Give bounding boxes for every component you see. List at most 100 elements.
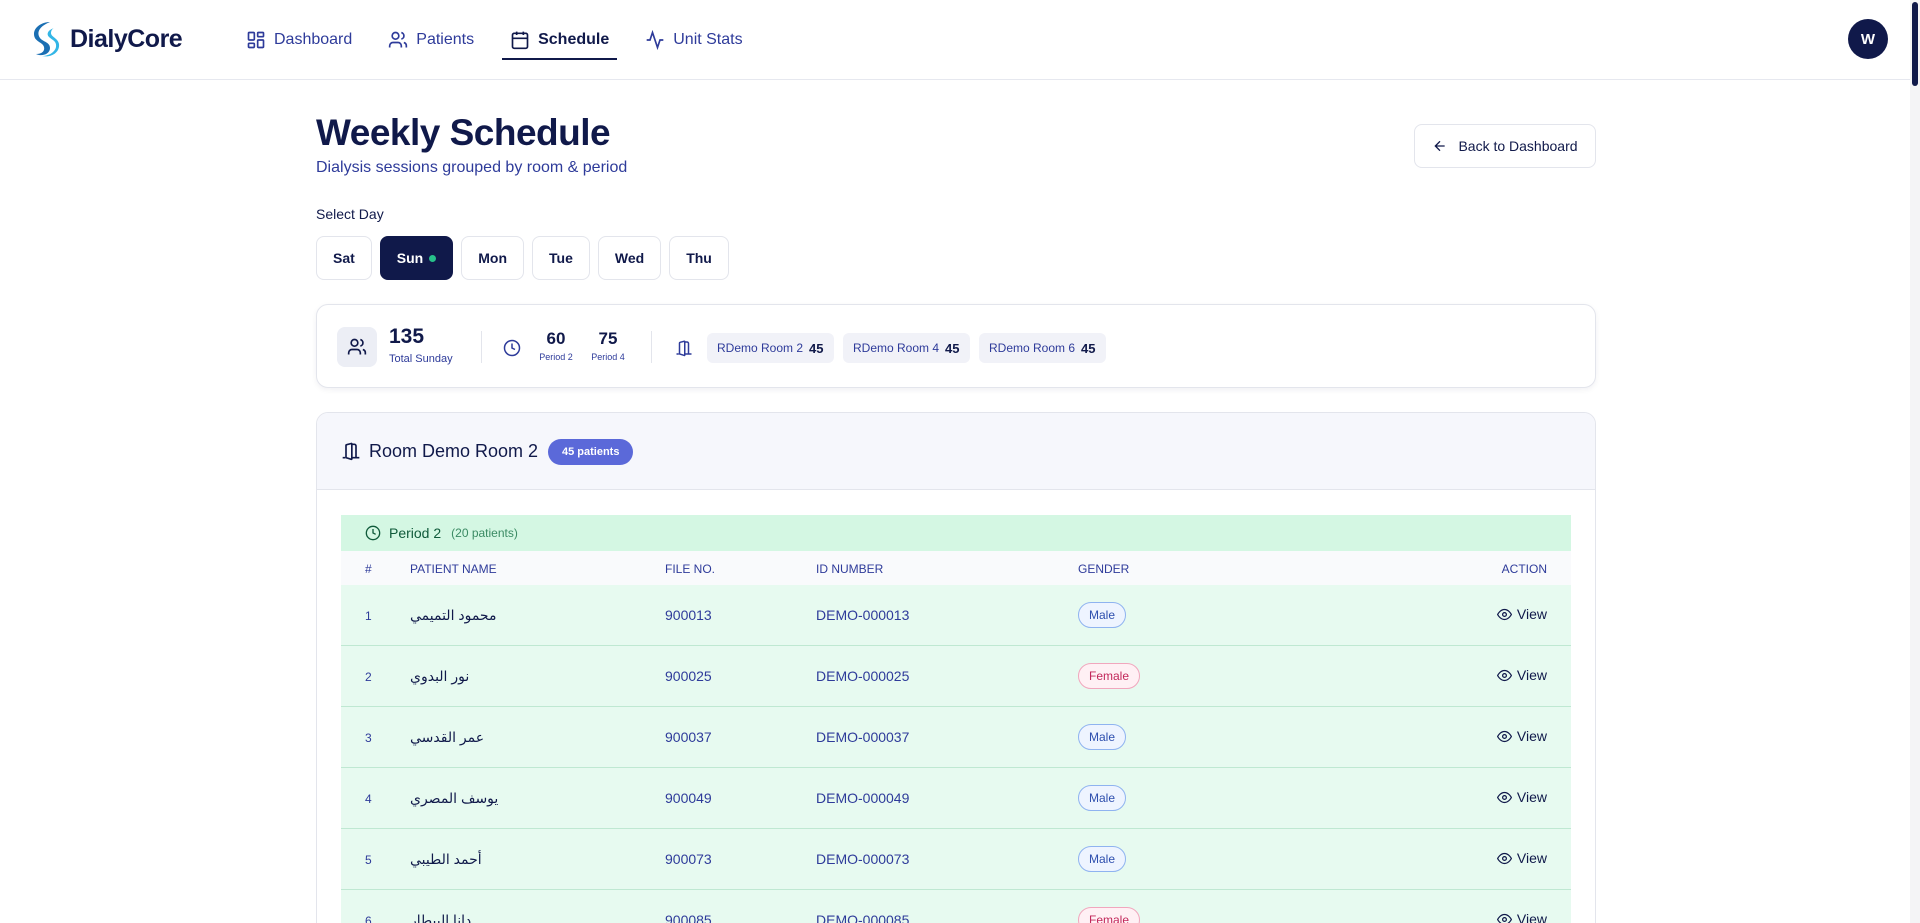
room-chip-label: RDemo Room 6 [989,341,1076,355]
view-patient-link[interactable]: View [1496,667,1547,683]
room-chip[interactable]: RDemo Room 4 45 [843,333,970,363]
id-number: DEMO-000049 [816,790,910,806]
view-label: View [1516,667,1547,683]
total-patients-count: 135 [389,325,425,348]
column-header-action: ACTION [1501,562,1547,576]
patient-name: محمود التميمي [410,607,497,623]
active-day-dot [429,254,437,262]
nav-unit-stats[interactable]: Unit Stats [637,0,750,80]
nav-dashboard-label: Dashboard [274,31,353,48]
eye-icon [1496,791,1512,803]
view-patient-link[interactable]: View [1496,850,1547,866]
dialycore-logo-icon [34,22,60,57]
view-patient-link[interactable]: View [1496,606,1547,622]
day-label-mon: Mon [478,250,508,266]
period-stat: 75 Period 4 [583,329,633,362]
nav-schedule[interactable]: Schedule [502,0,618,80]
scrollbar-thumb[interactable] [1912,2,1918,86]
activity-icon [646,30,664,50]
eye-icon [1496,852,1512,864]
column-header-id-number[interactable]: ID NUMBER [816,562,884,576]
day-button-mon[interactable]: Mon [461,236,525,280]
back-to-dashboard-button[interactable]: Back to Dashboard [1414,124,1596,168]
view-label: View [1516,728,1547,744]
table-row[interactable]: 1 محمود التميمي 900013 DEMO-000013 Male … [341,585,1571,646]
table-row[interactable]: 4 يوسف المصري 900049 DEMO-000049 Male Vi… [341,768,1571,829]
id-number: DEMO-000085 [816,912,910,923]
room-chip[interactable]: RDemo Room 2 45 [707,333,834,363]
clock-icon [503,339,521,357]
view-label: View [1516,606,1547,622]
room-patient-count-badge: 45 patients [548,439,634,465]
patient-name: يوسف المصري [410,790,499,806]
file-number: 900037 [665,729,712,745]
gender-badge: Male [1078,785,1127,811]
main-nav: Dashboard Patients Schedule Unit Stats [238,0,771,80]
day-button-thu[interactable]: Thu [669,236,729,280]
period-group-header: Period 2 (20 patients) [341,515,1571,551]
day-button-wed[interactable]: Wed [597,236,662,280]
page-title: Weekly Schedule [316,112,611,153]
patient-name: دانا البيطار [410,912,472,923]
room-card: Room Demo Room 2 45 patients Period 2 (2… [316,412,1596,923]
day-button-tue[interactable]: Tue [532,236,590,280]
room-chip-label: RDemo Room 2 [717,341,804,355]
column-header-file-no[interactable]: FILE NO. [665,562,716,576]
grid-icon [247,31,265,49]
total-patients-label: Total Sunday [389,353,453,365]
table-row[interactable]: 2 نور البدوي 900025 DEMO-000025 Female V… [341,646,1571,707]
room-chip-count: 45 [1081,340,1096,356]
id-number: DEMO-000073 [816,851,910,867]
users-icon [389,31,408,48]
total-users-icon-box [337,327,377,367]
view-patient-link[interactable]: View [1496,911,1547,923]
id-number: DEMO-000025 [816,668,910,684]
nav-patients[interactable]: Patients [380,0,482,80]
period-stat-value: 60 [546,329,566,348]
view-patient-link[interactable]: View [1496,728,1547,744]
room-chip-count: 45 [945,340,960,356]
room-chip-label: RDemo Room 4 [853,341,940,355]
day-button-sat[interactable]: Sat [316,236,372,280]
room-card-header: Room Demo Room 2 45 patients [317,413,1595,490]
user-avatar[interactable]: W [1848,19,1888,59]
arrow-left-icon [1434,140,1446,152]
gender-badge: Male [1078,846,1127,872]
day-selector-label: Select Day [316,206,384,222]
row-index: 6 [365,914,372,923]
scrollbar-track[interactable] [1910,0,1920,923]
room-chip[interactable]: RDemo Room 6 45 [979,333,1106,363]
door-icon [342,442,360,461]
column-header-gender[interactable]: GENDER [1078,562,1130,576]
day-button-sun[interactable]: Sun [379,236,454,280]
period-stat-label: Period 4 [591,352,625,362]
calendar-icon [511,31,529,50]
table-row[interactable]: 5 أحمد الطيبي 900073 DEMO-000073 Male Vi… [341,829,1571,890]
eye-icon [1496,730,1512,742]
column-header-index: # [365,562,372,576]
table-header: # PATIENT NAME FILE NO. ID NUMBER GENDER… [341,551,1571,585]
back-to-dashboard-label: Back to Dashboard [1458,138,1578,154]
eye-icon [1496,669,1512,681]
view-patient-link[interactable]: View [1496,789,1547,805]
patient-name: أحمد الطيبي [410,851,482,867]
view-label: View [1516,850,1547,866]
nav-unit-stats-label: Unit Stats [673,31,743,48]
top-navigation-bar: DialyCore Dashboard Patients Schedule Un… [0,0,1920,80]
patient-name: عمر القدسي [410,729,485,745]
patient-name: نور البدوي [410,668,470,684]
day-summary-card: 135 Total Sunday 60 Period 2 75 Period 4… [316,304,1596,388]
column-header-patient-name[interactable]: PATIENT NAME [410,562,497,576]
clock-icon [365,525,381,541]
file-number: 900085 [665,912,712,923]
period-patient-count: (20 patients) [451,526,518,540]
file-number: 900025 [665,668,712,684]
brand[interactable]: DialyCore [30,20,183,58]
nav-dashboard[interactable]: Dashboard [238,0,360,80]
table-row[interactable]: 3 عمر القدسي 900037 DEMO-000037 Male Vie… [341,707,1571,768]
app-name: DialyCore [70,24,183,53]
eye-icon [1496,913,1512,923]
gender-badge: Male [1078,602,1127,628]
table-row[interactable]: 6 دانا البيطار 900085 DEMO-000085 Female… [341,890,1571,923]
view-label: View [1516,789,1547,805]
